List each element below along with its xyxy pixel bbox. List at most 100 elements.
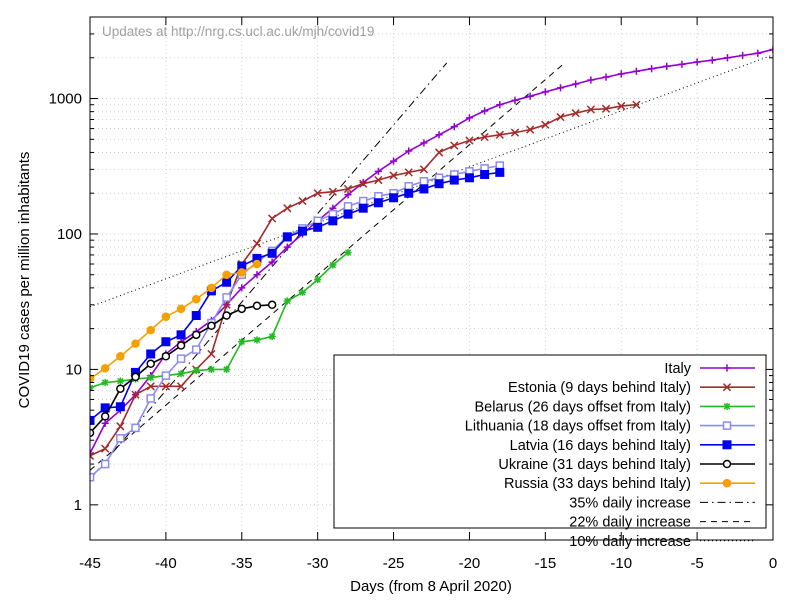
- data-point-marker: [510, 128, 520, 137]
- data-point-marker: [344, 248, 352, 257]
- data-point-marker: [176, 354, 186, 363]
- data-point-marker: [481, 107, 489, 115]
- data-point-marker: [101, 444, 110, 453]
- data-point-marker: [343, 202, 353, 211]
- data-point-marker: [161, 312, 171, 321]
- data-point-marker: [131, 339, 140, 348]
- data-point-marker: [252, 259, 262, 269]
- reference-line: [90, 62, 448, 480]
- legend-label: Italy: [664, 361, 691, 377]
- data-point-marker: [267, 248, 277, 258]
- data-point-marker: [207, 365, 216, 374]
- data-point-marker: [449, 175, 459, 185]
- data-point-marker: [90, 472, 95, 482]
- data-point-marker: [434, 148, 444, 157]
- data-point-marker: [238, 284, 246, 292]
- data-point-marker: [419, 177, 429, 186]
- data-point-marker: [223, 365, 231, 374]
- data-point-marker: [191, 311, 201, 321]
- series-line: [90, 259, 262, 384]
- data-point-marker: [723, 402, 731, 410]
- data-point-marker: [253, 271, 261, 279]
- data-point-marker: [222, 293, 231, 302]
- data-point-marker: [328, 216, 338, 226]
- data-point-marker: [268, 258, 276, 266]
- data-point-marker: [373, 198, 383, 208]
- data-point-marker: [678, 60, 686, 68]
- x-tick-label: -10: [610, 555, 632, 572]
- data-point-marker: [480, 132, 489, 142]
- x-tick-label: -40: [155, 555, 177, 572]
- data-point-marker: [722, 421, 732, 430]
- series-lines: [90, 45, 773, 482]
- data-point-marker: [465, 114, 474, 122]
- data-point-marker: [450, 141, 459, 150]
- data-point-marker: [147, 373, 155, 382]
- data-point-marker: [450, 123, 458, 131]
- data-point-marker: [298, 288, 307, 297]
- data-point-marker: [115, 402, 125, 412]
- data-point-marker: [480, 169, 490, 179]
- data-point-marker: [571, 109, 580, 118]
- data-point-marker: [298, 196, 307, 206]
- data-point-marker: [100, 459, 110, 469]
- legend-label: Estonia (9 days behind Italy): [508, 380, 691, 396]
- data-point-marker: [769, 45, 773, 54]
- y-tick-label: 1000: [49, 91, 82, 108]
- data-point-marker: [90, 415, 95, 425]
- reference-lines: [90, 54, 773, 480]
- data-point-marker: [572, 80, 580, 88]
- x-tick-label: -20: [459, 555, 481, 572]
- legend-label: Belarus (26 days offset from Italy): [474, 399, 691, 415]
- series-path: [90, 48, 773, 454]
- data-point-marker: [146, 394, 155, 403]
- data-point-marker: [617, 101, 626, 111]
- data-point-marker: [252, 301, 262, 311]
- data-point-marker: [283, 243, 291, 251]
- data-point-marker: [343, 209, 353, 219]
- data-point-marker: [191, 294, 201, 304]
- legend-label: Lithuania (18 days offset from Italy): [465, 419, 691, 435]
- data-point-marker: [207, 283, 216, 293]
- data-point-marker: [222, 270, 231, 280]
- data-point-marker: [100, 363, 110, 373]
- data-point-marker: [602, 73, 610, 81]
- series-line: [90, 100, 641, 460]
- x-tick-label: -25: [383, 555, 405, 572]
- series-path: [90, 171, 500, 422]
- data-point-marker: [268, 214, 277, 223]
- data-point-marker: [541, 120, 550, 129]
- data-point-marker: [663, 62, 671, 70]
- data-point-marker: [253, 336, 261, 344]
- data-point-marker: [192, 366, 200, 375]
- data-point-marker: [420, 139, 428, 147]
- data-point-marker: [131, 372, 140, 382]
- legend-label: 10% daily increase: [569, 534, 691, 550]
- data-point-marker: [495, 167, 505, 177]
- data-point-marker: [344, 191, 352, 199]
- data-point-marker: [464, 173, 474, 183]
- series-path: [90, 263, 258, 380]
- data-point-marker: [176, 304, 186, 314]
- data-point-marker: [511, 96, 519, 104]
- data-point-marker: [465, 136, 474, 145]
- data-point-marker: [556, 84, 565, 92]
- data-point-marker: [161, 371, 171, 380]
- data-point-marker: [723, 364, 731, 372]
- data-point-marker: [586, 105, 595, 114]
- data-point-marker: [405, 147, 413, 155]
- x-tick-label: -5: [690, 555, 703, 572]
- data-point-marker: [435, 131, 443, 139]
- data-point-marker: [404, 188, 414, 198]
- legend-label: Latvia (16 days behind Italy): [510, 438, 691, 454]
- data-point-marker: [238, 338, 246, 346]
- data-point-marker: [191, 345, 201, 354]
- y-tick-label: 10: [65, 361, 82, 378]
- data-point-marker: [343, 184, 353, 194]
- data-point-marker: [177, 370, 185, 378]
- reference-line: [90, 63, 564, 471]
- data-point-marker: [708, 56, 716, 64]
- data-point-marker: [101, 378, 109, 387]
- legend-label: 35% daily increase: [569, 495, 691, 511]
- data-point-marker: [283, 204, 292, 213]
